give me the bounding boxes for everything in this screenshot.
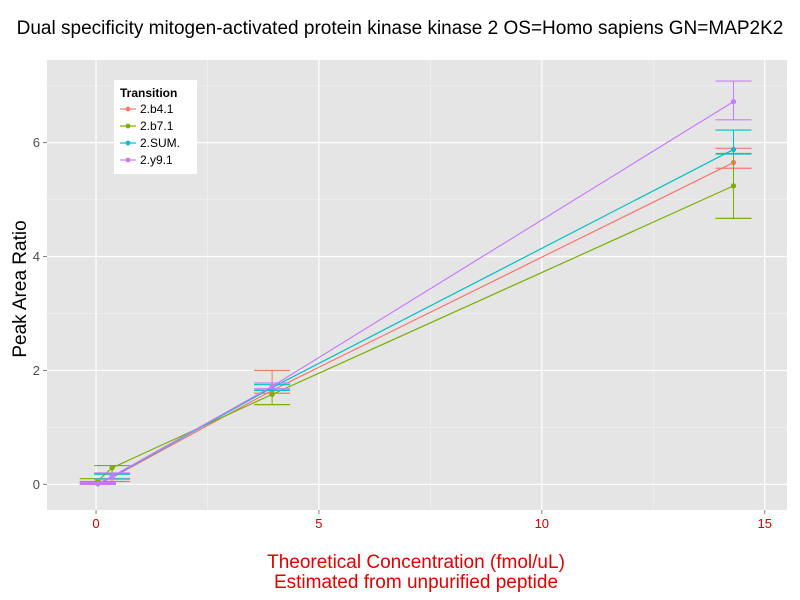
legend-items: 2.b4.1 2.b7.1 2.SUM. 2.y9.1 xyxy=(120,102,180,167)
data-point xyxy=(730,146,737,153)
x-tick-label: 10 xyxy=(535,516,549,531)
legend-key-point xyxy=(125,106,131,112)
chart-title: Dual specificity mitogen-activated prote… xyxy=(17,18,784,39)
legend-title: Transition xyxy=(120,86,177,100)
y-tick-label: 4 xyxy=(33,249,40,264)
legend-key-point xyxy=(125,123,131,129)
legend-label: 2.y9.1 xyxy=(140,153,173,167)
x-axis: 0 5 10 15 xyxy=(92,510,772,531)
data-point xyxy=(730,98,737,105)
x-tick-label: 0 xyxy=(92,516,99,531)
data-point xyxy=(109,465,115,471)
legend: Transition 2.b4.1 2.b7.1 2.SUM. 2.y9.1 xyxy=(114,80,197,174)
x-axis-title-line1: Theoretical Concentration (fmol/uL) xyxy=(267,552,565,573)
x-axis-title-line2: Estimated from unpurified peptide xyxy=(274,572,558,593)
data-point xyxy=(95,481,101,487)
data-point xyxy=(730,183,737,189)
legend-key-point xyxy=(125,140,131,146)
y-tick-label: 2 xyxy=(33,363,40,378)
legend-label: 2.b4.1 xyxy=(140,102,174,116)
legend-label: 2.SUM. xyxy=(140,136,180,150)
series-2.y9.1 xyxy=(79,80,752,487)
series-layer xyxy=(79,80,752,487)
y-axis-title: Peak Area Ratio xyxy=(10,220,31,357)
data-point xyxy=(269,391,275,397)
x-tick-label: 15 xyxy=(757,516,771,531)
y-axis: 0 2 4 6 xyxy=(33,135,47,492)
series-line xyxy=(97,101,734,485)
y-tick-label: 0 xyxy=(33,477,40,492)
data-point xyxy=(269,383,275,389)
legend-key-point xyxy=(125,157,131,163)
data-point xyxy=(109,473,115,479)
x-tick-label: 5 xyxy=(315,516,322,531)
legend-label: 2.b7.1 xyxy=(140,119,174,133)
y-tick-label: 6 xyxy=(33,135,40,150)
